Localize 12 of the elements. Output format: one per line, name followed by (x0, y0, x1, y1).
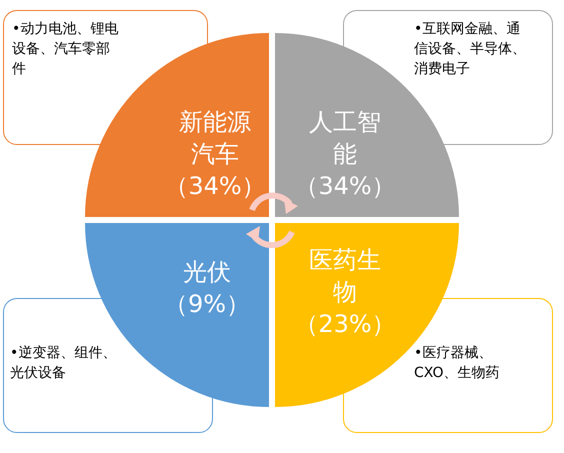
data-label: （34%） (164, 172, 266, 200)
text: •逆变器、组件、光伏设备 (10, 344, 118, 383)
text: •医疗器械、CXO、生物药 (414, 344, 500, 383)
text: •互联网金融、通信设备、半导体、消费电子 (414, 20, 527, 79)
category-label: 新能源汽车 (179, 108, 251, 168)
category-label: 人工智能 (309, 108, 381, 168)
data-label: （23%） (294, 310, 396, 338)
data-label: （34%） (294, 172, 396, 200)
category-label: 光伏 (183, 258, 231, 286)
data-label: （9%） (164, 290, 250, 318)
text: •动力电池、锂电设备、汽车零部件 (12, 20, 120, 79)
category-label: 医药生物 (309, 246, 381, 306)
